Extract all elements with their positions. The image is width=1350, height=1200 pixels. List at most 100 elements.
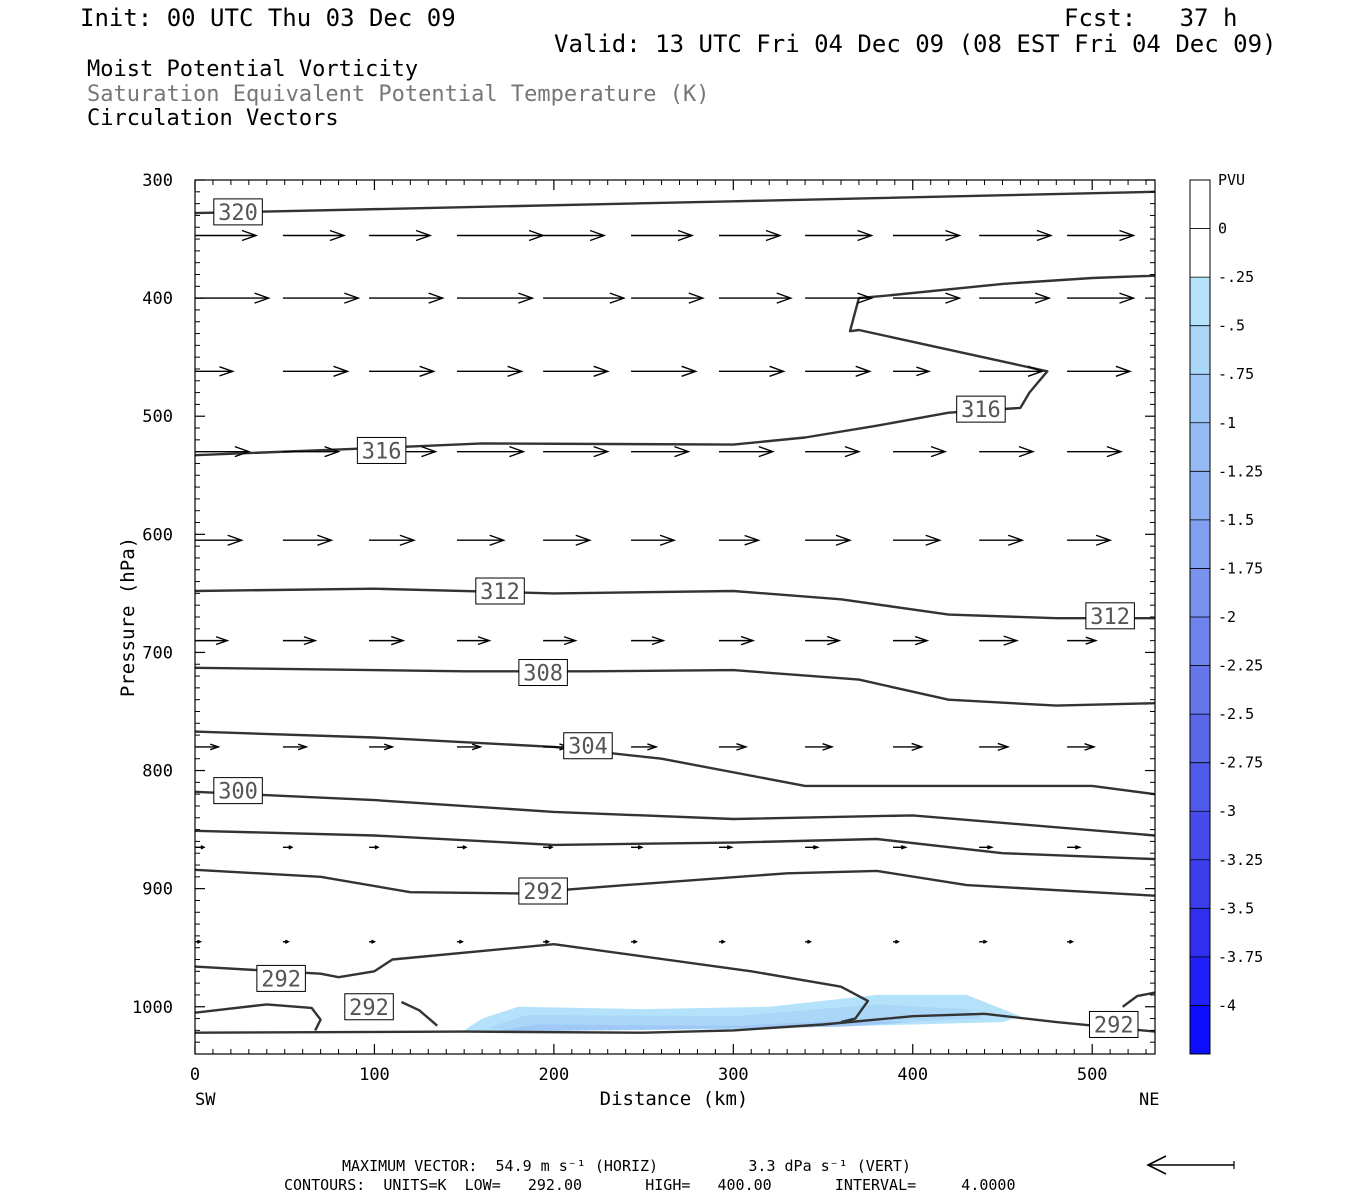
vector-arrow bbox=[369, 939, 377, 944]
vector-arrow bbox=[718, 635, 756, 646]
y-tick-label: 900 bbox=[142, 880, 173, 900]
contour-label-box bbox=[356, 436, 407, 464]
colorbar-swatch bbox=[1190, 180, 1210, 230]
x-end-left: SW bbox=[195, 1090, 216, 1110]
vector-arrow bbox=[718, 365, 786, 377]
vector-arrow bbox=[805, 292, 874, 304]
colorbar-level-label: -.75 bbox=[1218, 365, 1254, 383]
vector-arrow bbox=[195, 636, 230, 646]
vector-arrow bbox=[543, 534, 592, 546]
vector-arrow bbox=[718, 534, 761, 546]
valid-time: Valid: 13 UTC Fri 04 Dec 09 (08 EST Fri … bbox=[554, 30, 1277, 58]
contour-label: 292 bbox=[349, 996, 389, 1021]
x-tick-label: 200 bbox=[539, 1065, 570, 1085]
vector-arrow bbox=[805, 939, 813, 944]
vector-arrow bbox=[543, 365, 610, 377]
vector-arrow bbox=[543, 292, 626, 304]
vector-arrow bbox=[282, 229, 347, 242]
vector-arrow bbox=[456, 365, 524, 377]
vector-arrow bbox=[1067, 534, 1113, 546]
contour-292-10 bbox=[400, 1000, 438, 1027]
vector-arrow bbox=[1067, 365, 1132, 377]
colorbar-level-label: -2.25 bbox=[1218, 657, 1263, 675]
colorbar-level-label: -3 bbox=[1218, 802, 1236, 820]
vector-arrow bbox=[543, 845, 554, 850]
pv-shading bbox=[464, 994, 1021, 1032]
vector-arrow bbox=[805, 229, 874, 242]
vector-arrow bbox=[718, 743, 749, 751]
contour-label-box bbox=[213, 777, 263, 805]
vector-arrow bbox=[543, 939, 551, 944]
vector-arrow bbox=[893, 292, 962, 304]
colorbar-level-label: -1.5 bbox=[1218, 511, 1254, 529]
y-axis-label: Pressure (hPa) bbox=[117, 537, 139, 697]
contour-label: 316 bbox=[362, 439, 402, 464]
colorbar-swatch bbox=[1190, 714, 1210, 764]
vector-arrow bbox=[456, 534, 506, 546]
vector-arrow bbox=[195, 292, 271, 304]
vector-arrow bbox=[805, 845, 820, 850]
vector-arrow bbox=[456, 939, 464, 944]
vector-arrow bbox=[543, 636, 578, 646]
vector-arrow bbox=[195, 366, 235, 377]
contour-320-0 bbox=[195, 190, 1155, 215]
colorbar-level-label: -1.75 bbox=[1218, 559, 1263, 577]
vector-arrow bbox=[631, 743, 659, 751]
vector-arrow bbox=[893, 939, 900, 944]
contour-292-9 bbox=[195, 1003, 322, 1031]
contour-label-box bbox=[475, 577, 525, 605]
vector-arrow bbox=[282, 845, 294, 850]
x-tick-label: 0 bbox=[190, 1065, 200, 1085]
vector-arrow bbox=[805, 445, 862, 458]
vector-arrow bbox=[893, 635, 930, 646]
contour-label: 312 bbox=[1090, 605, 1130, 630]
x-tick-label: 300 bbox=[718, 1065, 749, 1085]
colorbar-swatch bbox=[1190, 1005, 1210, 1055]
contour-label-box bbox=[518, 659, 568, 687]
x-tick-label: 100 bbox=[359, 1065, 390, 1085]
contour-304-4 bbox=[195, 730, 1155, 796]
vector-arrow bbox=[195, 845, 206, 850]
vector-arrow bbox=[456, 229, 546, 242]
contour-296-6 bbox=[195, 829, 1155, 861]
vector-arrow bbox=[718, 939, 726, 944]
vector-arrow bbox=[893, 845, 908, 850]
colorbar-level-label: -2.5 bbox=[1218, 705, 1254, 723]
contour-label-box bbox=[256, 964, 306, 992]
max-vector-note: MAXIMUM VECTOR: 54.9 m s⁻¹ (HORIZ) 3.3 d… bbox=[342, 1157, 911, 1175]
colorbar-level-label: -.25 bbox=[1218, 268, 1254, 286]
vector-arrow bbox=[718, 445, 775, 458]
vector-arrow bbox=[282, 743, 309, 751]
init-time: Init: 00 UTC Thu 03 Dec 09 bbox=[80, 4, 456, 32]
colorbar-swatch bbox=[1190, 325, 1210, 375]
vector-arrow bbox=[543, 229, 607, 242]
colorbar-level-label: -1.25 bbox=[1218, 462, 1263, 480]
vector-arrow bbox=[979, 635, 1019, 646]
contour-labels: 320 316 316 312 312 308 304 300 292 292 292 292 bbox=[213, 198, 1139, 1038]
colorbar-unit: PVU bbox=[1218, 171, 1245, 189]
vector-arrow bbox=[631, 445, 691, 458]
contour-292-8 bbox=[195, 943, 870, 1024]
vector-arrow bbox=[979, 845, 994, 850]
forecast-hour: Fcst: 37 h bbox=[1064, 4, 1238, 32]
vector-arrow bbox=[1067, 636, 1098, 645]
colorbar-level-label: -3.5 bbox=[1218, 899, 1254, 917]
colorbar-swatch bbox=[1190, 374, 1210, 424]
pv-shade-2 bbox=[500, 1020, 913, 1032]
vector-arrow bbox=[369, 365, 436, 377]
colorbar-level-label: -.5 bbox=[1218, 317, 1245, 335]
contour-label-box bbox=[563, 732, 613, 760]
x-tick-label: 400 bbox=[897, 1065, 928, 1085]
contour-label: 292 bbox=[523, 880, 563, 905]
vector-arrow bbox=[631, 365, 698, 377]
vector-arrow bbox=[456, 445, 526, 458]
vector-arrow bbox=[369, 534, 416, 546]
x-axis-label: Distance (km) bbox=[600, 1088, 749, 1110]
contour-label-box bbox=[518, 877, 568, 905]
vector-arrow bbox=[456, 845, 468, 850]
vector-arrow bbox=[1067, 939, 1075, 944]
contour-label-box bbox=[1085, 602, 1135, 630]
contour-316-1 bbox=[195, 274, 1155, 457]
contour-label: 304 bbox=[568, 735, 608, 760]
